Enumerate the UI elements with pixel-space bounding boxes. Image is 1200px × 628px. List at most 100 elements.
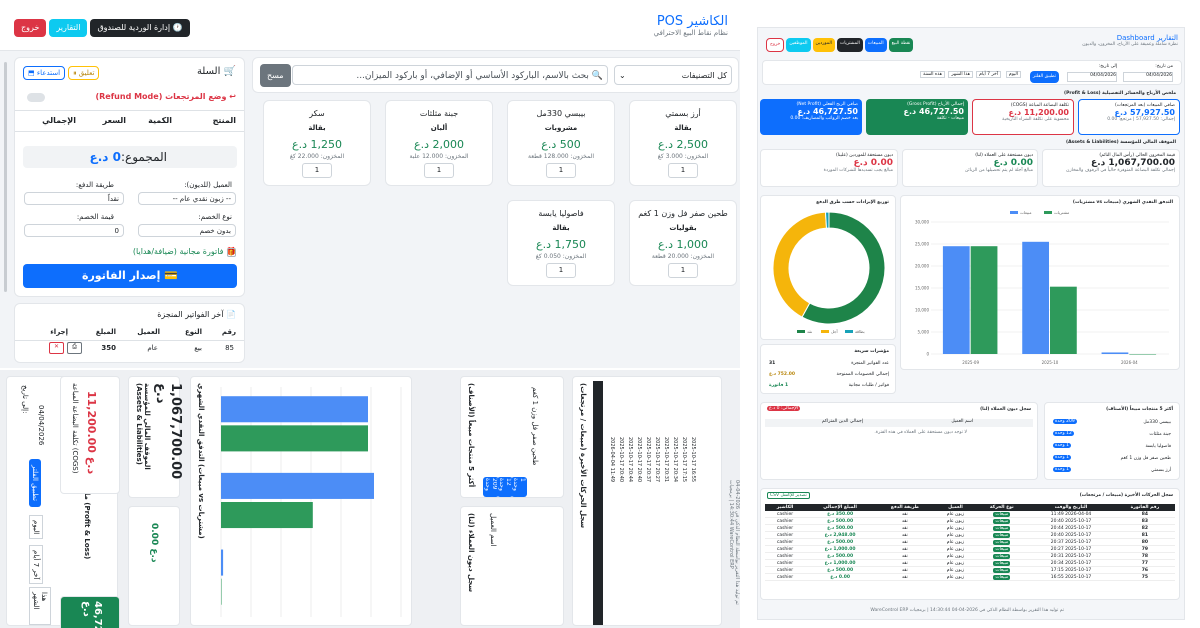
product-card[interactable]: أرز بسمتي بقالة 2,500 د.ع المخزون: 3.000… — [629, 100, 737, 186]
document-icon: 📄 — [226, 310, 236, 319]
range-7days-button[interactable]: آخر 7 أيام — [976, 71, 1001, 78]
legend-label: بطاقة — [855, 329, 865, 334]
invoice-no: 82 — [1141, 525, 1149, 531]
category-select[interactable]: كل التصنيفات ⌄ — [614, 65, 732, 85]
dashboard-title: التقارير Dashboard — [1116, 34, 1178, 42]
product-qty-input[interactable]: 1 — [668, 163, 698, 178]
product-name: طحين صفر فل وزن 1 كغم — [638, 209, 728, 218]
discount-type-label: نوع الخصم: — [198, 213, 232, 221]
dash-pos-button[interactable]: نقطة البيع — [888, 38, 914, 52]
delete-icon[interactable]: ✕ — [49, 342, 64, 354]
product-qty-input[interactable]: 1 — [668, 263, 698, 278]
dash-employees-button[interactable]: الموظفين — [786, 38, 811, 52]
range-month-button[interactable]: هذا الشهر — [948, 71, 973, 78]
search-icon: 🔍 — [591, 71, 603, 81]
move-payment: نقد — [901, 525, 908, 531]
legend-swatch — [845, 330, 853, 333]
donut-slice — [824, 211, 830, 229]
search-bar: كل التصنيفات ⌄ 🔍 بحث بالاسم، الباركود الأ… — [252, 57, 739, 93]
hold-cart-button[interactable]: ⏸ تعليق — [68, 66, 100, 80]
product-qty-input[interactable]: 1 — [546, 163, 576, 178]
cart-panel: 🛒 السلة ⬒ استدعاء ⏸ تعليق ↩ وضع المرتجعا… — [14, 57, 245, 297]
total-value: 0 د.ع — [89, 150, 121, 164]
issue-invoice-button[interactable]: 💳 إصدار الفاتورة — [23, 264, 237, 288]
product-qty-input[interactable]: 1 — [424, 163, 454, 178]
kpi-net-profit: صافي الربح الفعلي (Net Profit) 46,727.50… — [760, 99, 862, 135]
pos-window: الكاشير POS نظام نقاط البيع الاحترافي خر… — [0, 0, 740, 368]
move-amount: 500.00 د.ع — [827, 518, 854, 524]
table-row: 79 2025-10-17 20:27 مبيعات زبون عام نقد 1,000… — [765, 546, 1175, 553]
product-card[interactable]: سكر بقالة 1,250 د.ع المخزون: 22.000 كغ 1 — [263, 100, 371, 186]
clear-search-button[interactable]: مسح — [260, 64, 291, 87]
move-datetime: 2025-10-17 20:40 — [1050, 518, 1092, 524]
rotated-apply-button[interactable]: تطبيق الفلتر — [29, 459, 41, 507]
move-type-badge: مبيعات — [993, 525, 1011, 531]
product-card[interactable]: بيبسي 330مل مشروبات 500 د.ع المخزون: 128… — [507, 100, 615, 186]
dashboard-window: التقارير Dashboard نظرة شاملة وعميقة على… — [757, 27, 1185, 620]
refund-mode-toggle[interactable] — [27, 93, 45, 102]
product-card[interactable]: جبنة مثلثات ألبان 2,000 د.ع المخزون: 12.… — [385, 100, 493, 186]
range-today-button[interactable]: اليوم — [1005, 71, 1021, 78]
move-amount: 500.00 د.ع — [827, 525, 854, 531]
debts-title: سجل ديون العملاء (لنا) — [980, 407, 1031, 412]
customer-select[interactable]: -- زبون نقدي عام -- — [138, 192, 236, 205]
asset-note: مبالغ يجب تسديدها للشركات الموردة — [823, 168, 893, 173]
col-customer: العميل — [948, 505, 963, 510]
kpi-value: 46,727.50 د.ع — [797, 107, 858, 116]
reports-button[interactable]: التقارير — [49, 19, 88, 37]
rotated-7days-button[interactable]: آخر 7 أيام — [29, 545, 43, 585]
rotated-debts-col: اسم العميل — [489, 513, 497, 547]
export-csv-button[interactable]: تصدير للإكسل CSV — [767, 492, 810, 499]
from-date-input[interactable]: 04/04/2026 — [1123, 72, 1173, 82]
issue-invoice-label: إصدار الفاتورة — [81, 269, 161, 282]
payment-select[interactable]: نقداً — [24, 192, 124, 205]
free-invoice-checkbox[interactable] — [227, 248, 236, 257]
rotated-top-item: طحين صفر فل وزن 1 كغم — [531, 387, 539, 466]
table-row: 75 2025-10-17 16:55 مبيعات زبون عام نقد 0.00 … — [765, 574, 1175, 581]
move-amount: 500.00 د.ع — [827, 553, 854, 559]
rotated-top-products: أكثر 5 منتجات مبيعاً (الأصناف) طحين صفر … — [460, 376, 564, 498]
payment-donut-card: توزيع الإيرادات حسب طرق الدفع نقد آجل بطاق… — [760, 195, 896, 340]
move-payment: نقد — [901, 518, 908, 524]
legend-swatch — [1044, 211, 1052, 214]
rotated-top-title: أكثر 5 منتجات مبيعاً (الأصناف) — [467, 383, 475, 488]
restore-cart-button[interactable]: ⬒ استدعاء — [23, 66, 66, 80]
product-qty-input[interactable]: 1 — [302, 163, 332, 178]
range-year-button[interactable]: هذه السنة — [920, 71, 945, 78]
scrollbar[interactable] — [4, 62, 7, 292]
logout-button[interactable]: خروج — [14, 19, 47, 37]
search-input[interactable]: 🔍 بحث بالاسم، الباركود الأساسي أو الإضاف… — [292, 65, 608, 85]
print-icon[interactable]: ⎙ — [67, 342, 82, 354]
kpi-note: إجمالي: 57,927.50 | مرتجع: 0.00 — [1107, 117, 1175, 122]
col-customer-name: اسم العميل — [951, 419, 973, 424]
rotated-month-button[interactable]: هذا الشهر — [29, 587, 51, 625]
to-date-input[interactable]: 04/04/2026 — [1067, 72, 1117, 82]
product-qty-input[interactable]: 1 — [546, 263, 576, 278]
discount-type-select[interactable]: بدون خصم — [138, 224, 236, 237]
product-name: جبنة مثلثات — [419, 109, 459, 118]
rotated-today-button[interactable]: اليوم — [29, 515, 43, 540]
invoice-type: بيع — [194, 344, 202, 352]
col-product: المنتج — [212, 116, 236, 125]
dash-sales-button[interactable]: المبيعات — [864, 38, 887, 52]
apply-filter-button[interactable]: تطبيق الفلتر — [1029, 71, 1059, 83]
kpi-note: بعد خصم الرواتب والمصاريف: 0.00 — [790, 116, 858, 121]
pos-title: الكاشير POS — [656, 14, 728, 29]
table-row: 77 2025-10-17 20:34 مبيعات زبون عام نقد 1,000… — [765, 560, 1175, 567]
dash-suppliers-button[interactable]: الموردين — [812, 38, 835, 52]
discount-amount-input[interactable]: 0 — [24, 224, 124, 237]
invoice-no: 80 — [1141, 539, 1149, 545]
bar-sales — [942, 246, 970, 354]
shift-button[interactable]: 🕐 إدارة الوردية للصندوق — [90, 19, 190, 37]
discount-amount-label: قيمة الخصم: — [76, 213, 114, 221]
product-card[interactable]: طحين صفر فل وزن 1 كغم بقوليات 1,000 د.ع … — [629, 200, 737, 286]
move-type-badge: مبيعات — [993, 567, 1011, 573]
dash-logout-button[interactable]: خروج — [766, 38, 785, 52]
search-placeholder: بحث بالاسم، الباركود الأساسي أو الإضافي،… — [356, 71, 589, 81]
free-invoice-label: فاتورة مجانية (ضيافة/هدايا) — [132, 247, 224, 256]
product-card[interactable]: فاصوليا يابسة بقالة 1,750 د.ع المخزون: 0… — [507, 200, 615, 286]
dash-purchases-button[interactable]: المشتريات — [836, 38, 863, 52]
payment-donut-chart: نقد آجل بطاقة — [772, 211, 886, 334]
bar-purchases — [221, 578, 222, 605]
legend-swatch — [1010, 211, 1018, 214]
